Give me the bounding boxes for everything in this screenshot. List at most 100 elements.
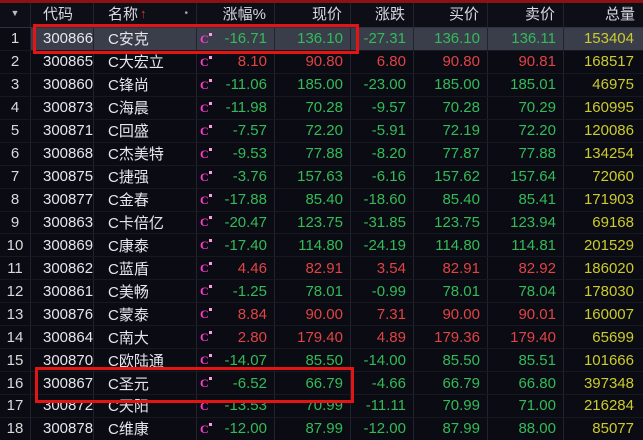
table-row[interactable]: 5 300871 C回盛 C -7.57 72.20 -5.91 72.19 7… (0, 119, 643, 143)
cell-change-percent: C 8.84 (197, 303, 275, 326)
row-index: 12 (0, 280, 31, 303)
new-stock-badge-icon: C (200, 353, 212, 368)
cell-change-percent: C 8.10 (197, 50, 275, 73)
cell-stock-code: 300877 (31, 188, 94, 211)
cell-ask-price: 157.64 (488, 165, 564, 188)
column-header-ask-price[interactable]: 卖价 (488, 0, 564, 27)
table-row[interactable]: 17 300872 C天阳 C -13.53 70.99 -11.11 70.9… (0, 395, 643, 418)
cell-change: 4.89 (351, 326, 414, 349)
new-stock-badge-icon: C (200, 376, 212, 391)
cell-stock-name: C大宏立 (94, 50, 197, 73)
table-row[interactable]: 13 300876 C蒙泰 C 8.84 90.00 7.31 90.00 90… (0, 303, 643, 327)
table-row[interactable]: 6 300868 C杰美特 C -9.53 77.88 -8.20 77.87 … (0, 142, 643, 166)
cell-total-volume: 120086 (583, 122, 634, 140)
cell-total-volume: 72060 (592, 168, 634, 186)
cell-stock-name: C蒙泰 (94, 303, 197, 326)
cell-change-percent: C -7.57 (197, 119, 275, 142)
cell-change-percent-value: -9.53 (232, 145, 267, 163)
cell-current-price: 179.40 (275, 326, 351, 349)
cell-ask-price: 136.11 (488, 28, 564, 50)
new-stock-badge-icon: C (200, 330, 212, 345)
cell-change: -31.85 (351, 211, 414, 234)
table-row[interactable]: 12 300861 C美畅 C -1.25 78.01 -0.99 78.01 … (0, 280, 643, 304)
column-header-total-volume-label: 总量 (604, 6, 635, 23)
cell-change-percent-value: 4.46 (237, 259, 267, 277)
cell-bid-price: 70.28 (414, 96, 488, 119)
table-row[interactable]: 4 300873 C海晨 C -11.98 70.28 -9.57 70.28 … (0, 96, 643, 120)
cell-total-volume: 153404 (564, 28, 643, 50)
cell-stock-code: 300873 (31, 96, 94, 119)
table-row[interactable]: 11 300862 C蓝盾 C 4.46 82.91 3.54 82.91 82… (0, 257, 643, 281)
column-header-total-volume[interactable]: 总量 (564, 0, 643, 27)
table-row[interactable]: 15 300870 C欧陆通 C -14.07 85.50 -14.00 85.… (0, 349, 643, 373)
cell-current-price: 82.91 (275, 257, 351, 280)
table-row[interactable]: 1 300866 C安克 C -16.71 136.10 -27.31 136.… (0, 28, 643, 51)
cell-change-percent: C -17.88 (197, 188, 275, 211)
table-row[interactable]: 3 300860 C锋尚 C -11.06 185.00 -23.00 185.… (0, 73, 643, 97)
cell-bid-price: 72.19 (414, 119, 488, 142)
column-header-code[interactable]: 代码 (31, 0, 94, 27)
row-index: 18 (0, 417, 31, 440)
column-header-change-percent[interactable]: 涨幅% (197, 0, 275, 27)
cell-ask-price: 123.94 (488, 211, 564, 234)
table-row[interactable]: 18 300878 C维康 C -12.00 87.99 -12.00 87.9… (0, 417, 643, 440)
cell-ask-price: 85.51 (488, 349, 564, 372)
cell-bid-price: 78.01 (414, 280, 488, 303)
cell-change: -18.60 (351, 188, 414, 211)
cell-stock-code: 300866 (31, 28, 94, 50)
column-header-current-price[interactable]: 现价 (275, 0, 351, 27)
cell-stock-code: 300861 (31, 280, 94, 303)
table-row[interactable]: 14 300864 C南大 C 2.80 179.40 4.89 179.36 … (0, 326, 643, 350)
table-row[interactable]: 2 300865 C大宏立 C 8.10 90.80 6.80 90.80 90… (0, 50, 643, 74)
new-stock-badge-icon: C (200, 421, 212, 436)
cell-stock-code: 300863 (31, 211, 94, 234)
cell-total-volume: 168517 (583, 53, 634, 71)
cell-ask-price: 82.92 (488, 257, 564, 280)
column-header-name[interactable]: 名称 ↑ • (94, 0, 197, 27)
cell-change-percent-value: -16.71 (224, 30, 267, 48)
column-header-name-label: 名称 (108, 6, 139, 23)
cell-change-percent-value: -1.25 (232, 282, 267, 300)
table-row[interactable]: 8 300877 C金春 C -17.88 85.40 -18.60 85.40… (0, 188, 643, 212)
cell-change-percent-value: -12.00 (224, 420, 267, 438)
cell-change: 3.54 (351, 257, 414, 280)
cell-bid-price: 123.75 (414, 211, 488, 234)
cell-ask-price: 90.01 (488, 303, 564, 326)
cell-stock-code: 300872 (31, 395, 94, 417)
cell-stock-name: C康泰 (94, 234, 197, 257)
new-stock-badge-icon: C (200, 123, 212, 138)
cell-bid-price: 90.80 (414, 50, 488, 73)
cell-change-percent: C -11.06 (197, 73, 275, 96)
window-top-edge-strip (0, 0, 643, 3)
row-index: 9 (0, 211, 31, 234)
cell-ask-price: 179.40 (488, 326, 564, 349)
column-header-filter[interactable]: ▼ (0, 0, 31, 27)
table-row[interactable]: 9 300863 C卡倍亿 C -20.47 123.75 -31.85 123… (0, 211, 643, 235)
cell-stock-name: C回盛 (94, 119, 197, 142)
cell-ask-price: 85.41 (488, 188, 564, 211)
new-stock-badge-icon: C (200, 31, 212, 46)
row-index: 8 (0, 188, 31, 211)
cell-bid-price: 90.00 (414, 303, 488, 326)
table-row[interactable]: 10 300869 C康泰 C -17.40 114.80 -24.19 114… (0, 234, 643, 258)
cell-change-percent-value: -11.98 (225, 99, 267, 117)
cell-bid-price: 77.87 (414, 142, 488, 165)
new-stock-badge-icon: C (200, 100, 212, 115)
table-row[interactable]: 16 300867 C圣元 C -6.52 66.79 -4.66 66.79 … (0, 372, 643, 395)
column-header-code-label: 代码 (43, 6, 74, 23)
cell-current-price: 114.80 (275, 234, 351, 257)
cell-current-price: 123.75 (275, 211, 351, 234)
filter-dropdown-icon[interactable]: ▼ (10, 8, 20, 18)
cell-change-percent: C -3.76 (197, 165, 275, 188)
column-header-bid-price[interactable]: 买价 (414, 0, 488, 27)
cell-change-percent: C -9.53 (197, 142, 275, 165)
table-row[interactable]: 7 300875 C捷强 C -3.76 157.63 -6.16 157.62… (0, 165, 643, 189)
cell-change: -0.99 (351, 280, 414, 303)
cell-stock-name: C安克 (94, 28, 197, 50)
cell-stock-code: 300878 (31, 417, 94, 440)
column-header-change[interactable]: 涨跌 (351, 0, 414, 27)
new-stock-badge-icon: C (200, 77, 212, 92)
cell-current-price: 90.80 (275, 50, 351, 73)
cell-change-percent-value: -13.53 (224, 397, 267, 415)
cell-bid-price: 85.40 (414, 188, 488, 211)
